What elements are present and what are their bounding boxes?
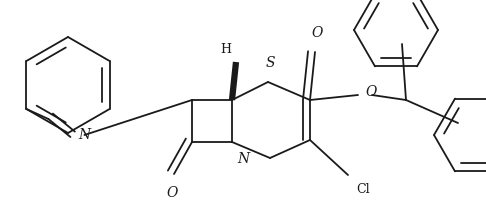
Text: O: O <box>312 26 323 40</box>
Text: H: H <box>220 43 231 56</box>
Text: S: S <box>265 56 275 70</box>
Text: Cl: Cl <box>356 183 370 196</box>
Text: N: N <box>237 152 249 166</box>
Text: N: N <box>78 128 90 142</box>
Text: O: O <box>365 85 376 99</box>
Text: O: O <box>166 186 178 200</box>
